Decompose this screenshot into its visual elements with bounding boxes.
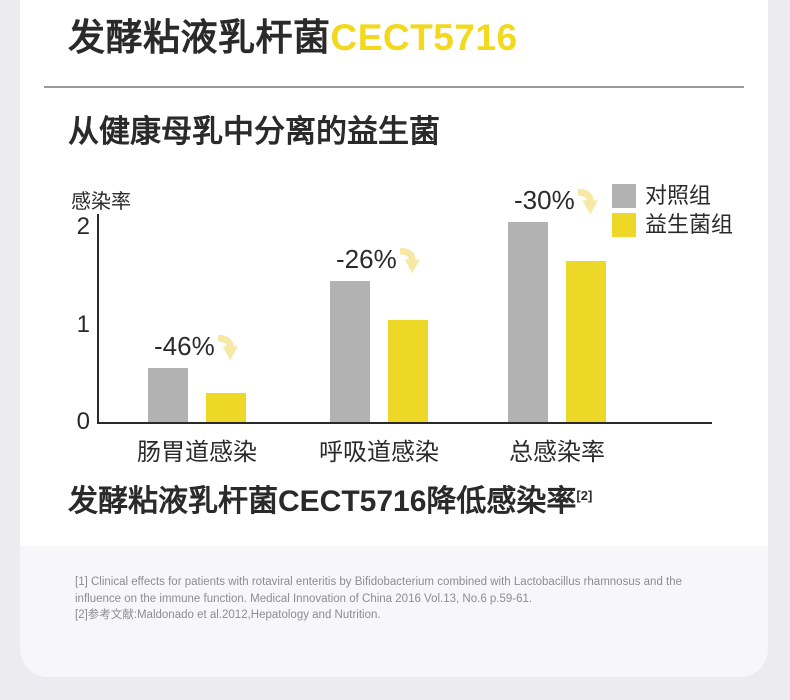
footnote-1: [1] Clinical effects for patients with r…: [75, 576, 683, 605]
page-title-black: 发酵粘液乳杆菌: [68, 17, 331, 58]
legend-label: 益生菌组: [645, 212, 734, 237]
content-sheet: 发酵粘液乳杆菌CECT5716 从健康母乳中分离的益生菌 感染率 对照组益生菌组…: [20, 0, 768, 677]
chart-card: 发酵粘液乳杆菌CECT5716 从健康母乳中分离的益生菌 感染率 对照组益生菌组…: [20, 0, 768, 546]
y-tick-label: 1: [76, 310, 90, 338]
control-group-bar: [508, 222, 548, 422]
legend-label: 对照组: [645, 183, 712, 208]
y-axis-line: [97, 214, 99, 424]
chart-caption: 发酵粘液乳杆菌CECT5716降低感染率[2]: [68, 477, 768, 521]
section-title: 从健康母乳中分离的益生菌: [68, 114, 440, 149]
legend-item: 对照组: [612, 184, 733, 208]
reduction-percent: -46%: [154, 331, 215, 362]
reduction-label: -30%: [514, 187, 600, 216]
reduction-label: -26%: [336, 246, 422, 275]
down-arrow-icon: [577, 189, 598, 215]
chart-caption-reference: [2]: [576, 488, 593, 503]
legend-swatch: [612, 184, 636, 208]
y-tick-label: 2: [76, 213, 90, 240]
down-arrow-icon: [217, 335, 238, 361]
category-label: 肠胃道感染: [137, 439, 257, 466]
legend-item: 益生菌组: [612, 213, 733, 237]
footnote-2: [2]参考文献:Maldonado et al.2012,Hepatology …: [75, 609, 381, 621]
y-axis-label: 感染率: [71, 191, 131, 213]
chart-legend: 对照组 益生菌组: [612, 184, 733, 242]
control-group-bar: [330, 280, 370, 422]
page-title-accent: CECT5716: [330, 17, 518, 58]
reduction-percent: -26%: [336, 243, 397, 274]
footnote-panel: [1] Clinical effects for patients with r…: [20, 546, 768, 677]
y-tick-label: 0: [76, 408, 90, 435]
page-title: 发酵粘液乳杆菌CECT5716: [68, 16, 768, 60]
legend-swatch: [612, 213, 636, 237]
title-divider: [44, 86, 744, 88]
probiotic-group-bar: [566, 261, 606, 422]
control-group-bar: [148, 368, 188, 422]
probiotic-group-bar: [206, 392, 246, 422]
reduction-label: -46%: [154, 333, 240, 362]
category-label: 总感染率: [509, 439, 605, 466]
chart-caption-text: 发酵粘液乳杆菌CECT5716降低感染率: [68, 485, 577, 518]
down-arrow-icon: [399, 247, 420, 273]
bar-chart: 感染率 对照组益生菌组 0 1 2 -46% 肠胃道感染 -26% 呼吸道感染 -30% 总感染…: [70, 182, 760, 467]
probiotic-group-bar: [388, 319, 428, 422]
category-label: 呼吸道感染: [319, 439, 439, 466]
x-axis-line: [97, 422, 712, 424]
reduction-percent: -30%: [514, 185, 575, 216]
